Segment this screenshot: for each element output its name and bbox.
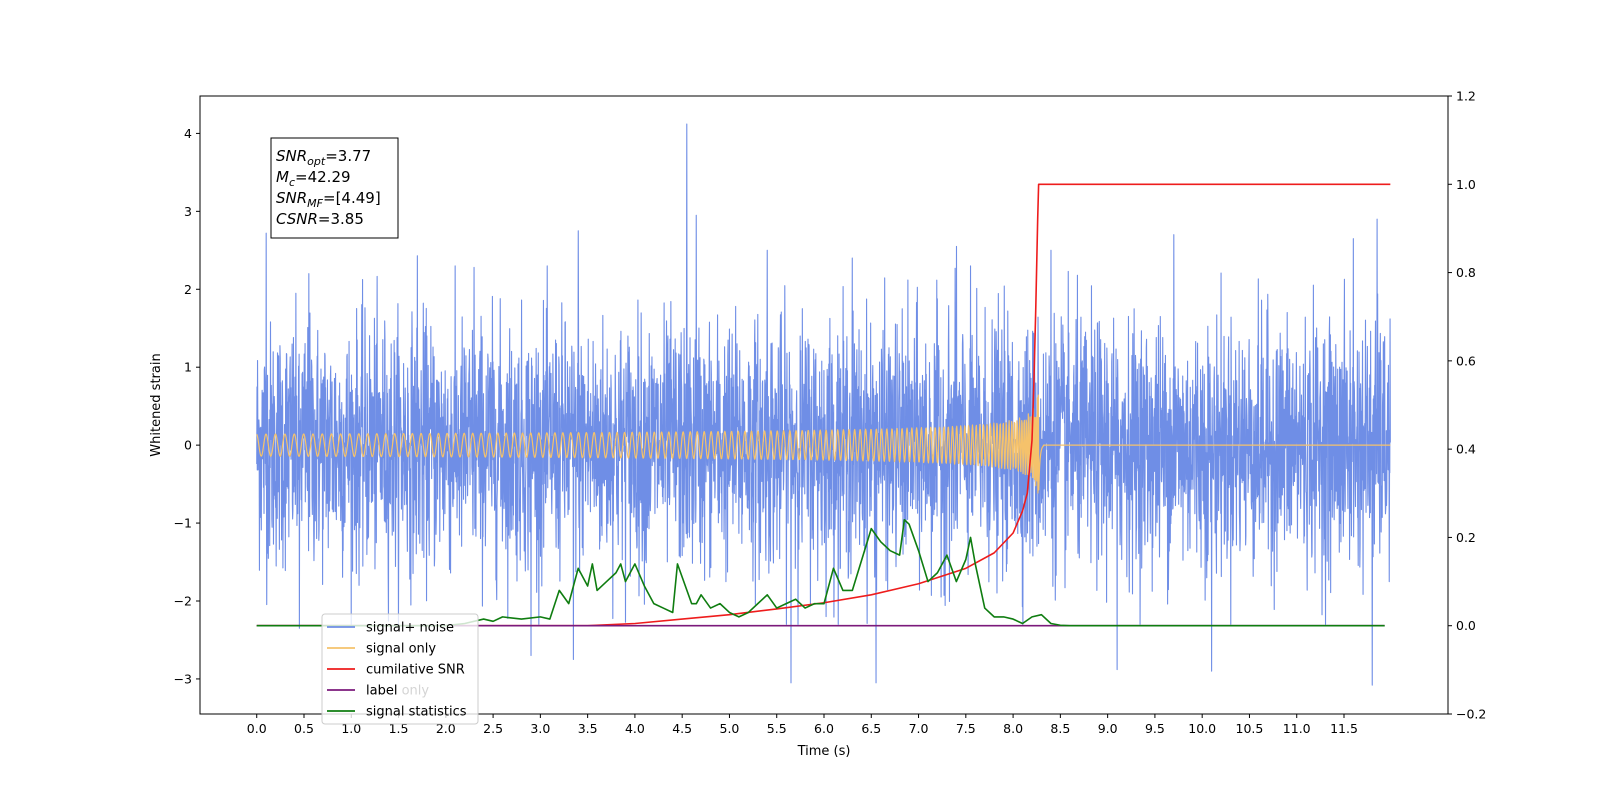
x-tick-label: 9.5 [1145,721,1165,736]
x-tick-label: 3.0 [530,721,550,736]
y-tick-label: −1 [174,516,192,531]
y2-tick-label: 0.6 [1456,353,1476,368]
series-layer [256,123,1391,686]
legend: label only signal+ noise signal only cumila… [321,613,479,725]
y-tick-label: −3 [174,671,192,686]
x-tick-label: 5.0 [720,721,740,736]
x-tick-label: 0.0 [247,721,267,736]
y-axis-left: 4 3 2 1 0 −1 −2 −3 [174,126,200,686]
annotation-value: =42.29 [295,168,351,186]
x-tick-label: 2.0 [436,721,456,736]
y-tick-label: 4 [184,126,192,141]
annotation-symbol: M [276,168,289,186]
annotation-symbol: CSNR [276,210,318,228]
annotation-value: =3.77 [325,147,371,165]
x-tick-label: 10.5 [1236,721,1264,736]
x-tick-label: 2.5 [483,721,503,736]
x-tick-label: 6.5 [861,721,881,736]
y2-tick-label: 0.4 [1456,442,1476,457]
series-line-signal-noise [256,123,1391,686]
annotation-value: =3.85 [318,210,364,228]
annotation-line: SNRopt=3.77 [276,147,371,168]
y-axis-right: 1.2 1.0 0.8 0.6 0.4 0.2 0.0 −0.2 [1448,89,1486,722]
annotation-subscript: MF [307,197,323,210]
x-tick-label: 10.0 [1188,721,1216,736]
legend-label: signal only [366,642,436,657]
annotation-line: Mc=42.29 [276,168,351,189]
annotation-value: =[4.49] [323,189,381,207]
y-tick-label: 2 [184,282,192,297]
annotation-frame [270,137,399,239]
x-tick-label: 8.5 [1050,721,1070,736]
x-tick-label: 1.5 [389,721,409,736]
x-tick-label: 7.5 [956,721,976,736]
y2-tick-label: 1.2 [1456,89,1476,104]
y2-tick-label: −0.2 [1456,707,1486,722]
y-tick-label: −2 [174,593,192,608]
x-tick-label: 9.0 [1098,721,1118,736]
x-tick-label: 7.0 [909,721,929,736]
legend-label: cumilative SNR [366,663,465,678]
y2-tick-label: 0.0 [1456,618,1476,633]
x-tick-label: 4.0 [625,721,645,736]
x-tick-label: 5.5 [767,721,787,736]
y-tick-label: 0 [184,438,192,453]
y2-tick-label: 0.8 [1456,265,1476,280]
x-axis-title: Time (s) [797,744,851,759]
y-axis-title: Whitened strain [149,353,164,456]
x-tick-label: 4.5 [672,721,692,736]
series-line-cumilative-snr [256,183,1391,627]
x-tick-label: 3.5 [578,721,598,736]
x-tick-label: 6.0 [814,721,834,736]
annotation-subscript: opt [307,155,326,168]
annotation-symbol: SNR [276,147,307,165]
y2-tick-label: 0.2 [1456,530,1476,545]
legend-label-faded: label only [366,684,429,699]
annotation-line: SNRMF=[4.49] [276,189,381,210]
annotation-subscript: c [289,176,295,189]
series-line-signal-only [256,394,1391,494]
legend-frame [321,613,479,725]
series-line-signal-statistics [256,518,1385,627]
x-tick-label: 1.0 [341,721,361,736]
y-tick-label: 1 [184,360,192,375]
x-tick-label: 0.5 [294,721,314,736]
legend-label: signal statistics [366,705,467,720]
y2-tick-label: 1.0 [1456,177,1476,192]
x-tick-label: 11.0 [1283,721,1311,736]
annotation-line: CSNR=3.85 [276,210,364,228]
y-tick-label: 3 [184,204,192,219]
annotation-symbol: SNR [276,189,307,207]
legend-label: label [366,684,397,699]
x-axis: 0.0 0.5 1.0 1.5 2.0 2.5 3.0 3.5 4.0 4.5 5.0 5.5 6.0 6… [247,714,1358,736]
x-tick-label: 8.0 [1003,721,1023,736]
legend-label: signal+ noise [366,621,454,636]
x-tick-label: 11.5 [1330,721,1358,736]
